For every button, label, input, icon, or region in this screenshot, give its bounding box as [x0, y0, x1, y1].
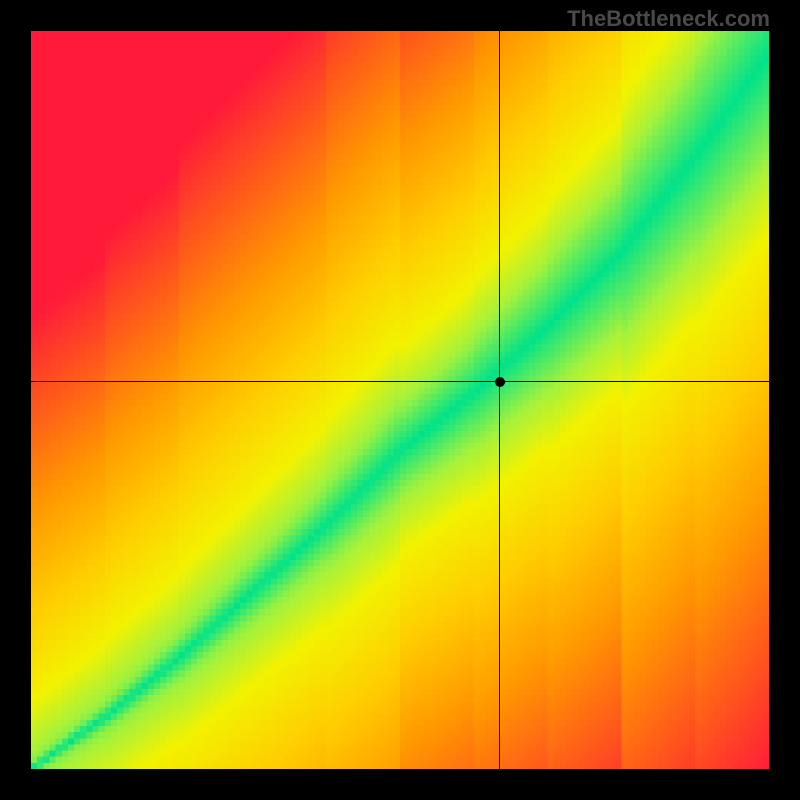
- heatmap-canvas: [31, 31, 769, 769]
- crosshair-horizontal: [31, 381, 769, 382]
- watermark-text: TheBottleneck.com: [567, 6, 770, 32]
- bottleneck-heatmap: [31, 31, 769, 769]
- crosshair-marker: [495, 377, 505, 387]
- crosshair-vertical: [499, 31, 500, 769]
